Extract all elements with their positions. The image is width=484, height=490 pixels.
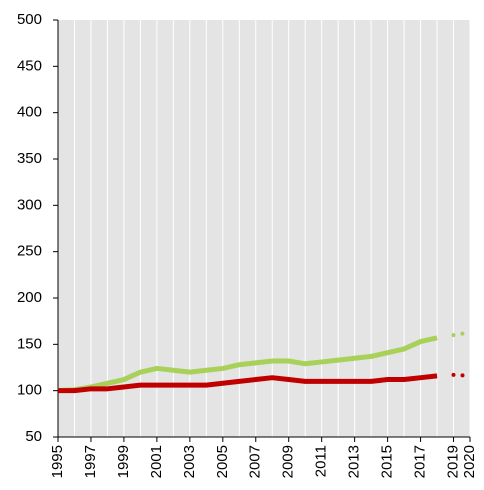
x-tick-label: 2015 bbox=[379, 445, 396, 478]
y-tick-label: 300 bbox=[17, 196, 42, 213]
x-tick-label: 2009 bbox=[280, 445, 297, 478]
y-tick-label: 100 bbox=[17, 382, 42, 399]
x-tick-label: 2020 bbox=[461, 445, 478, 478]
x-tick-label: 1999 bbox=[115, 445, 132, 478]
x-tick-label: 2003 bbox=[181, 445, 198, 478]
x-tick-label: 2019 bbox=[444, 445, 461, 478]
y-tick-label: 350 bbox=[17, 150, 42, 167]
x-tick-label: 1997 bbox=[82, 445, 99, 478]
line-series bbox=[451, 372, 472, 378]
line-series bbox=[57, 335, 438, 394]
x-tick-label: 2017 bbox=[412, 445, 429, 478]
line-series bbox=[451, 330, 472, 338]
y-tick-label: 150 bbox=[17, 335, 42, 352]
x-tick-label: 1995 bbox=[49, 445, 66, 478]
x-tick-label: 2013 bbox=[346, 445, 363, 478]
y-tick-label: 400 bbox=[17, 104, 42, 121]
x-tick-label: 2007 bbox=[247, 445, 264, 478]
y-tick-label: 450 bbox=[17, 57, 42, 74]
x-tick-label: 2011 bbox=[313, 445, 330, 477]
x-tick-label: 2005 bbox=[214, 445, 231, 478]
line-series bbox=[58, 373, 438, 394]
y-tick-label: 250 bbox=[17, 243, 42, 260]
y-tick-label: 200 bbox=[17, 289, 42, 306]
x-tick-label: 2001 bbox=[148, 445, 165, 478]
plot-area bbox=[58, 20, 470, 437]
y-tick-label: 50 bbox=[25, 428, 42, 445]
y-tick-label: 500 bbox=[17, 11, 42, 28]
